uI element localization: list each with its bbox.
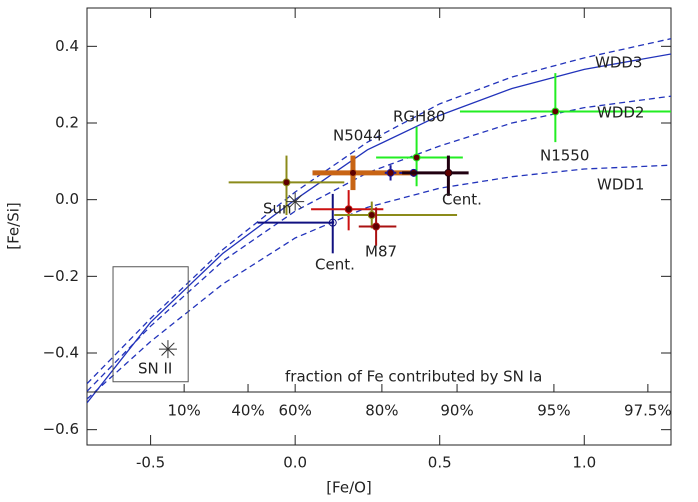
model-curve xyxy=(87,95,671,392)
star-label: SN II xyxy=(138,360,172,378)
y-tick-label: −0.6 xyxy=(43,420,79,438)
plot-frame xyxy=(86,7,672,446)
annotation: N1550 xyxy=(540,147,589,165)
star-label: Sun xyxy=(263,200,292,218)
point xyxy=(386,168,395,177)
point xyxy=(551,107,560,116)
x-tick-label: 0.5 xyxy=(428,454,452,472)
y-axis-label: [Fe/Si] xyxy=(5,202,23,249)
point xyxy=(444,168,453,177)
plot-area xyxy=(87,38,671,404)
x2-tick-label: 97.5% xyxy=(624,402,672,420)
point xyxy=(412,153,421,162)
point xyxy=(282,178,291,187)
y-tick-label: −0.4 xyxy=(43,344,79,362)
point xyxy=(372,222,381,231)
x2-axis-label: fraction of Fe contributed by SN Ia xyxy=(285,368,542,386)
annotation: M87 xyxy=(365,243,397,261)
x2-tick-label: 60% xyxy=(278,402,311,420)
model-curve xyxy=(87,164,671,400)
point xyxy=(328,218,337,227)
x-axis-label: [Fe/O] xyxy=(326,479,372,497)
y-tick-label: 0.4 xyxy=(55,37,79,55)
point xyxy=(344,205,353,214)
model-curve xyxy=(87,38,671,385)
x2-tick-label: 95% xyxy=(537,402,570,420)
x-tick-label: -0.5 xyxy=(136,454,165,472)
x-tick-label: 0.0 xyxy=(283,454,307,472)
curve-label: WDD2 xyxy=(597,104,644,122)
box xyxy=(112,266,189,383)
annotation: N5044 xyxy=(333,127,382,145)
x2-tick-label: 90% xyxy=(440,402,473,420)
point xyxy=(348,168,357,177)
annotation: Cent. xyxy=(442,191,482,209)
y-tick-label: 0.0 xyxy=(55,190,79,208)
curve-label: WDD3 xyxy=(595,54,642,72)
x-tick-label: 1.0 xyxy=(572,454,596,472)
star xyxy=(158,340,177,359)
y-tick-label: 0.2 xyxy=(55,114,79,132)
x2-tick-label: 80% xyxy=(365,402,398,420)
y-tick-label: −0.2 xyxy=(43,267,79,285)
annotation: RGH80 xyxy=(393,108,445,126)
annotation: Cent. xyxy=(315,256,355,274)
curve-label: WDD1 xyxy=(597,176,644,194)
x2-tick-label: 40% xyxy=(231,402,264,420)
x2-tick-label: 10% xyxy=(167,402,200,420)
star xyxy=(286,192,305,211)
point xyxy=(367,211,376,219)
model-curve xyxy=(87,53,671,404)
